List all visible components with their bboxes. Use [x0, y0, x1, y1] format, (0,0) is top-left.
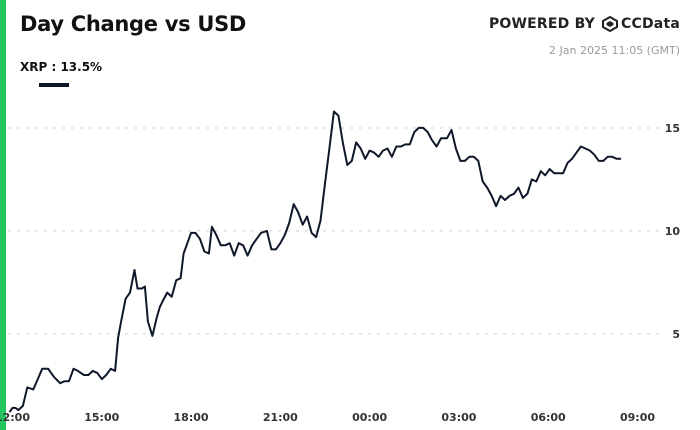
accent-bar — [0, 0, 6, 430]
chart-title: Day Change vs USD — [20, 12, 247, 36]
x-tick-labels: 12:00 15:00 18:00 21:00 00:00 03:00 06:00 09:00 — [0, 411, 655, 424]
x-tick-label: 00:00 — [352, 411, 387, 424]
ccdata-logo-icon — [602, 16, 619, 32]
y-tick-label: 5 — [672, 328, 680, 341]
series-layer — [8, 110, 622, 413]
y-tick-labels: 5 10 15 — [665, 122, 681, 341]
x-tick-label: 06:00 — [531, 411, 566, 424]
x-tick-label: 12:00 — [0, 411, 30, 424]
brand-prefix: POWERED BY — [488, 16, 596, 32]
legend-entry-xrp[interactable]: XRP : 13.5% — [20, 60, 103, 74]
x-tick-label: 03:00 — [441, 411, 476, 424]
x-tick-label: 15:00 — [84, 411, 119, 424]
grid-layer — [8, 127, 660, 335]
x-tick-label: 21:00 — [263, 411, 298, 424]
y-tick-label: 15 — [665, 122, 680, 135]
x-tick-label: 18:00 — [174, 411, 209, 424]
series-line-xrp — [8, 110, 622, 413]
timestamp: 2 Jan 2025 11:05 (GMT) — [549, 44, 680, 57]
legend-swatch-xrp — [39, 83, 69, 87]
brand-name: CCData — [621, 16, 680, 32]
y-tick-label: 10 — [665, 225, 681, 238]
x-tick-label: 09:00 — [620, 411, 655, 424]
brand[interactable]: POWERED BY CCData — [489, 16, 680, 32]
